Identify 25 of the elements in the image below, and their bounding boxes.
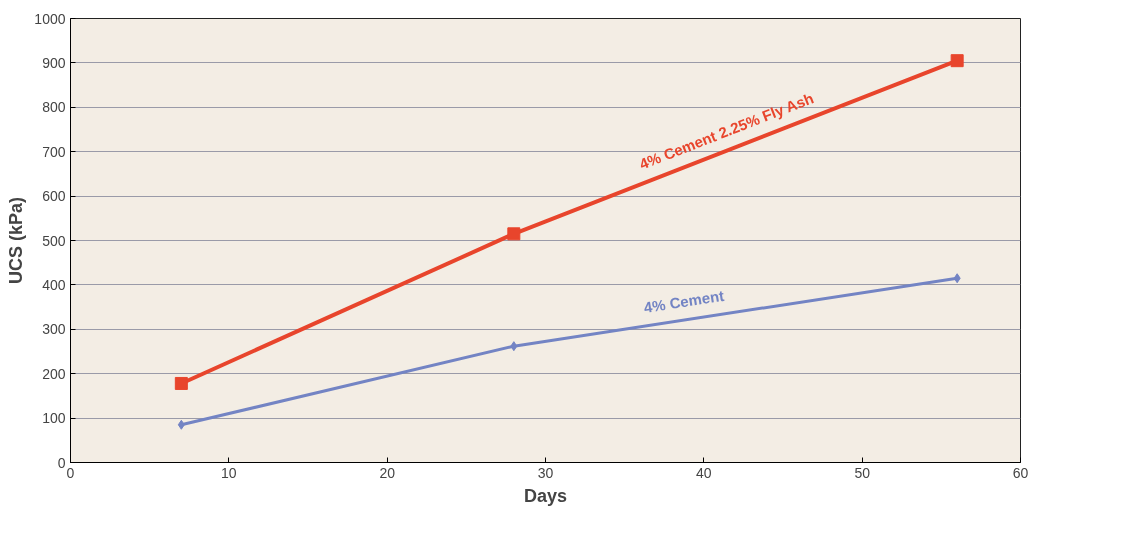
y-tick-label: 700 — [42, 143, 66, 160]
y-tick-label: 500 — [42, 232, 66, 249]
point — [177, 419, 185, 430]
x-tick-label: 30 — [537, 464, 554, 481]
point — [174, 376, 188, 390]
y-axis-title: UCS (kPa) — [6, 196, 27, 285]
y-tick-label: 200 — [42, 365, 66, 382]
y-tick-label: 400 — [42, 276, 66, 293]
point — [507, 227, 521, 241]
point — [510, 341, 518, 352]
y-tick-label: 300 — [42, 321, 66, 338]
y-tick-label: 900 — [42, 54, 66, 71]
x-tick-label: 20 — [379, 464, 396, 481]
text: 4% Cement — [642, 286, 726, 316]
x-tick-label: 40 — [696, 464, 712, 481]
x-tick-label: 60 — [1012, 464, 1029, 481]
point — [953, 273, 961, 284]
y-tick-label: 800 — [42, 99, 66, 116]
y-tick-label: 100 — [42, 410, 66, 427]
x-tick-label: 50 — [854, 464, 871, 481]
x-tick-label: 10 — [221, 464, 237, 481]
point — [950, 54, 964, 68]
y-tick-label: 600 — [42, 188, 66, 205]
x-axis-title: Days — [523, 485, 568, 506]
y-tick-label: 1000 — [34, 10, 66, 27]
